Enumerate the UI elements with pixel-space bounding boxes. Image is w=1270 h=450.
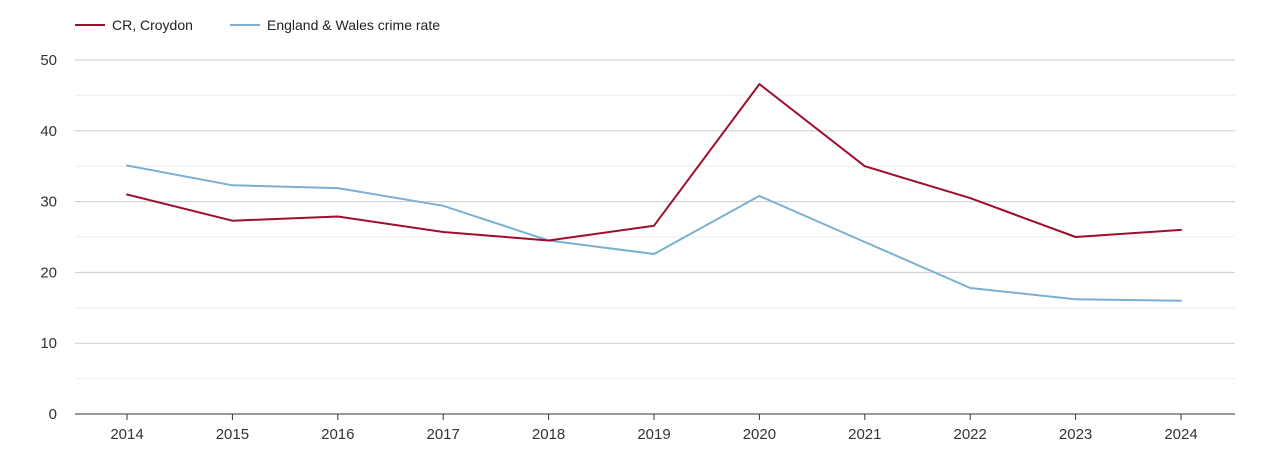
y-tick-label: 0 xyxy=(49,406,57,423)
x-tick-label: 2016 xyxy=(321,426,354,443)
x-tick-label: 2023 xyxy=(1059,426,1092,443)
x-tick-label: 2017 xyxy=(427,426,460,443)
legend-label: England & Wales crime rate xyxy=(267,17,440,33)
x-tick-label: 2014 xyxy=(110,426,143,443)
y-tick-label: 40 xyxy=(40,123,57,140)
axes: 0 10 20 30 40 50 2014 2015 2016 2017 2018 2019 2020 2… xyxy=(40,52,1235,443)
y-tick-label: 50 xyxy=(40,52,57,69)
x-tick-label: 2015 xyxy=(216,426,249,443)
legend-label: CR, Croydon xyxy=(112,17,193,33)
gridlines xyxy=(75,59,1235,380)
series-lines xyxy=(126,83,1182,302)
series-line-1 xyxy=(126,83,1182,242)
x-tick-label: 2022 xyxy=(954,426,987,443)
y-tick-label: 30 xyxy=(40,194,57,211)
legend: CR, Croydon England & Wales crime rate xyxy=(75,17,440,33)
x-tick-label: 2020 xyxy=(743,426,776,443)
x-tick-label: 2021 xyxy=(848,426,881,443)
x-tick-label: 2024 xyxy=(1164,426,1197,443)
y-tick-label: 10 xyxy=(40,335,57,352)
series-line-2 xyxy=(126,164,1182,302)
x-tick-label: 2018 xyxy=(532,426,565,443)
x-tick-label: 2019 xyxy=(637,426,670,443)
y-tick-label: 20 xyxy=(40,264,57,281)
